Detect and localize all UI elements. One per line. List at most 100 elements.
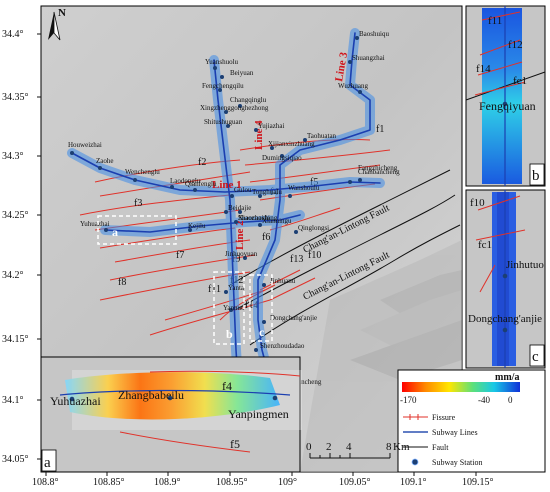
station-label: Baoshuiqu: [359, 30, 389, 38]
station-label: Tonghualu: [252, 188, 282, 196]
north-arrow: N: [48, 7, 66, 41]
inset-c-station-jinhutuo: Jinhutuo: [506, 259, 544, 271]
station-label: Beidajie: [228, 204, 251, 212]
station-label: Xianningu: [262, 217, 292, 225]
station-label: Yannuo: [223, 304, 245, 312]
inset-a-station-zhangbabeilu: Zhangbabeilu: [118, 388, 184, 402]
fissure-label-f6: f6: [262, 232, 270, 243]
x-axis: 108.8° 108.85° 108.9° 108.95° 109° 109.05° 109…: [32, 472, 494, 488]
station-marker: [238, 210, 242, 214]
station-label: Changqinglu: [230, 96, 267, 104]
station-label: Yujiazhai: [258, 122, 284, 130]
station-marker: [288, 194, 292, 198]
fissure-label-f10: f10: [308, 250, 321, 261]
scale-tick-4: 4: [346, 441, 352, 453]
station-marker: [358, 90, 362, 94]
box-label-c: c: [259, 325, 265, 339]
station-label: Xijianxinzhuang: [268, 140, 315, 148]
station-label: Fengchengqilu: [202, 82, 244, 90]
legend: mm/a -170 -40 0 Fissure Subway Lines Fau…: [397, 369, 546, 473]
y-axis: 34.4° 34.35° 34.3° 34.25° 34.2° 34.15° 34.1° 34…: [2, 29, 41, 465]
y-tick-label: 34.05°: [2, 454, 29, 465]
station-label: Shaocaoshi: [238, 214, 270, 222]
line-labels: Line 1 Line 2 Line 3 Line 4: [212, 51, 350, 250]
station-marker: [254, 348, 258, 352]
station-marker: [358, 178, 362, 182]
x-tick-label: 109°: [278, 477, 297, 487]
x-tick-label: 108.95°: [216, 477, 248, 487]
x-tick-label: 109.05°: [339, 477, 371, 487]
station-label: Shitushuguan: [204, 118, 243, 126]
scale-unit: Km: [393, 441, 410, 453]
station-marker: [355, 36, 359, 40]
inset-b: f11 f12 f14 fc1 Fengqiyuan b: [465, 5, 546, 187]
inset-a-label: a: [44, 455, 51, 471]
station-marker: [229, 308, 233, 312]
legend-colorbar-mid: -40: [478, 395, 490, 405]
inset-b-station-fengqiyuan: Fengqiyuan: [479, 99, 536, 113]
y-tick-label: 34.3°: [2, 151, 24, 162]
line3: [257, 32, 371, 381]
station-label: Dongchang'anjie: [270, 314, 317, 322]
x-tick-label: 108.8°: [32, 477, 59, 487]
station-marker: [258, 223, 262, 227]
x-tick-label: 109.15°: [462, 477, 494, 487]
legend-subway-lines: Subway Lines: [432, 428, 478, 437]
station-marker: [262, 283, 266, 287]
line2: [213, 59, 239, 381]
station-label: Wenchenglu: [125, 168, 160, 176]
station-marker: [234, 220, 238, 224]
line1-label: Line 1: [212, 179, 242, 191]
y-tick-label: 34.4°: [2, 29, 24, 40]
inset-c-fissure-fc1: fc1: [478, 239, 492, 251]
station-label: Jinhuoyuan: [225, 250, 258, 258]
station-marker: [230, 194, 234, 198]
station-marker: [258, 194, 262, 198]
station-label: Chanbancheng: [358, 168, 400, 176]
scale-tick-2: 2: [326, 441, 332, 453]
station-marker: [303, 138, 307, 142]
station-label: Fangzhicheng: [358, 164, 398, 172]
station-label: Qinglongsi: [298, 224, 329, 232]
station-label: Shuangzhai: [352, 54, 385, 62]
station-label: Kejilu: [188, 222, 206, 230]
station-marker: [270, 146, 274, 150]
inset-c-station-dongchanganjie: Dongchang'anjie: [468, 313, 542, 325]
station-marker: [294, 230, 298, 234]
x-tick-label: 108.9°: [154, 477, 181, 487]
fissure-label-f3: f3: [134, 198, 142, 209]
x-tick-label: 109.1°: [400, 477, 427, 487]
station-marker: [262, 320, 266, 324]
box-a: [97, 215, 177, 245]
station-marker: [238, 104, 242, 108]
station-label: Qianfenglu: [185, 180, 217, 188]
fissure-label-f14: f14: [245, 300, 258, 311]
station-label: Wuzhuang: [338, 82, 369, 90]
station-label: Shenzhoudadao: [260, 342, 305, 350]
station-label: Wanshoulu: [288, 184, 320, 192]
inset-a-fissure-f4: f4: [222, 379, 232, 393]
scale-tick-8: 8: [386, 441, 392, 453]
box-c: [249, 274, 273, 342]
inset-c: f10 fc1 Jinhutuo Dongchang'anjie c: [465, 189, 546, 369]
station-marker: [213, 66, 217, 70]
station-label: Laodonglu: [170, 177, 201, 185]
station-marker: [254, 128, 258, 132]
station-label: Yuhuazhai: [80, 220, 110, 228]
inset-c-label: c: [532, 349, 539, 365]
line3-label: Line 3: [333, 51, 350, 83]
station-marker: [104, 228, 108, 232]
inset-boxes: [97, 215, 273, 345]
subway-lines: [67, 28, 385, 385]
y-tick-label: 34.35°: [2, 92, 29, 103]
legend-fault: Fault: [432, 443, 449, 452]
station-marker: [348, 60, 352, 64]
station-label: Houweizhai: [68, 141, 102, 149]
station-label: Yanta: [228, 284, 245, 292]
station-marker: [226, 124, 230, 128]
inset-a-fissure-f5: f5: [230, 437, 240, 451]
scale-bar: 0 2 4 8 Km: [306, 441, 410, 459]
legend-fissure: Fissure: [432, 413, 456, 422]
fissure-label-f2: f2: [198, 157, 206, 168]
